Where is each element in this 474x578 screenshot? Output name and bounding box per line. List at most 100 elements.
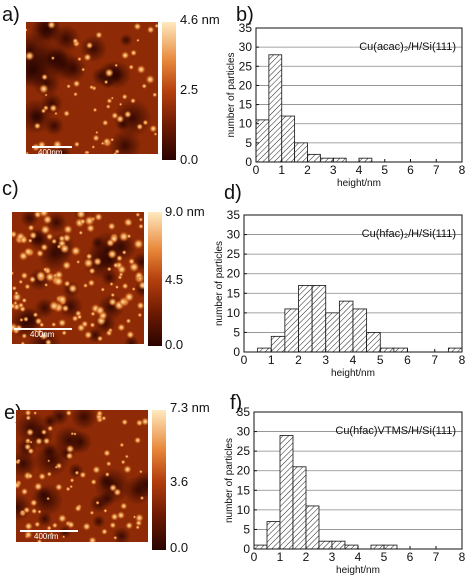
afm-grain (38, 472, 46, 481)
afm-grain (50, 56, 55, 61)
y-tick-label: 5 (245, 136, 252, 150)
afm-valley (44, 116, 64, 136)
afm-grain (39, 331, 49, 341)
histogram-bar (352, 308, 368, 353)
afm-grain (20, 487, 29, 496)
afm-grain (27, 224, 35, 232)
afm-valley (29, 109, 45, 125)
afm-valley (42, 444, 57, 459)
histogram-bar (266, 521, 281, 550)
afm-grain (118, 102, 123, 107)
afm-grain (116, 254, 123, 262)
afm-grain (19, 317, 24, 323)
afm-grain (92, 107, 98, 113)
afm-grain (31, 507, 38, 515)
afm-grain (33, 122, 41, 130)
afm-grain (23, 247, 33, 257)
afm-grain (121, 418, 129, 426)
afm-grain (89, 510, 95, 516)
x-tick-label: 8 (459, 163, 466, 177)
afm-grain (35, 437, 43, 446)
afm-grain (90, 478, 97, 486)
afm-valley (92, 514, 106, 528)
afm-grain (54, 111, 58, 116)
y-tick-label: 15 (237, 483, 251, 497)
afm-grain (37, 509, 42, 514)
afm-grain (74, 504, 82, 513)
afm-grain (105, 104, 111, 110)
histogram-bar (253, 544, 268, 550)
afm-grain (66, 83, 71, 89)
afm-grain (117, 323, 126, 332)
afm-grain (118, 231, 130, 243)
y-tick-label: 35 (227, 208, 241, 222)
afm-grain (90, 311, 96, 317)
y-tick-label: 10 (239, 117, 253, 131)
y-axis-label: number of particles (214, 241, 225, 326)
afm-grain (111, 111, 119, 120)
afm-grain (73, 432, 77, 436)
afm-grain (84, 215, 95, 227)
afm-grain (126, 233, 132, 239)
afm-grain (54, 483, 63, 492)
afm-valley (108, 129, 142, 154)
colorbar-min-label-a: 0.0 (180, 152, 199, 167)
y-tick-label: 15 (239, 98, 253, 112)
afm-grain (25, 415, 32, 421)
afm-grain (67, 283, 78, 294)
afm-grain (74, 470, 80, 476)
afm-grain (83, 257, 94, 269)
afm-valley (98, 490, 116, 508)
afm-grain (100, 141, 105, 146)
afm-grain (24, 283, 31, 290)
afm-grain (42, 267, 48, 272)
afm-valley (119, 33, 133, 47)
afm-grain (14, 291, 19, 296)
afm-grain (114, 63, 119, 68)
afm-grain (154, 23, 158, 29)
afm-grain (125, 318, 132, 324)
afm-grain (17, 302, 25, 309)
afm-grain (134, 513, 144, 523)
y-tick-label: 35 (237, 405, 251, 419)
afm-grain (26, 51, 35, 61)
afm-grain (40, 243, 49, 252)
afm-grain (53, 276, 64, 287)
afm-grain (29, 498, 38, 507)
afm-grain (124, 291, 135, 303)
afm-grain (123, 217, 133, 227)
afm-valley (103, 60, 132, 90)
histogram-bar (268, 54, 283, 163)
afm-grain (112, 262, 119, 269)
afm-grain (20, 341, 26, 344)
afm-grain (23, 316, 29, 323)
afm-grain (101, 119, 109, 127)
afm-grain (81, 67, 86, 72)
afm-grain (70, 431, 75, 436)
afm-grain (82, 283, 89, 289)
x-tick-label: 5 (381, 550, 388, 564)
afm-grain (107, 222, 116, 231)
afm-grain (105, 329, 113, 337)
afm-grain (131, 287, 136, 292)
afm-grain (76, 323, 86, 333)
histogram-bar (447, 347, 463, 353)
afm-grain (136, 301, 144, 310)
afm-grain (38, 83, 49, 94)
afm-grain (123, 110, 132, 119)
afm-grain (36, 538, 43, 542)
scalebar-label-c: 400nm (30, 330, 55, 339)
afm-grain (79, 471, 87, 479)
panel-label-c: c) (2, 178, 19, 200)
afm-grain (24, 521, 33, 531)
afm-grain (62, 260, 72, 271)
afm-grain (145, 74, 155, 85)
afm-grain (136, 64, 146, 75)
afm-grain (51, 321, 57, 328)
afm-grain (20, 271, 29, 280)
afm-grain (12, 230, 18, 239)
afm-grain (114, 285, 120, 290)
afm-grain (39, 322, 45, 328)
